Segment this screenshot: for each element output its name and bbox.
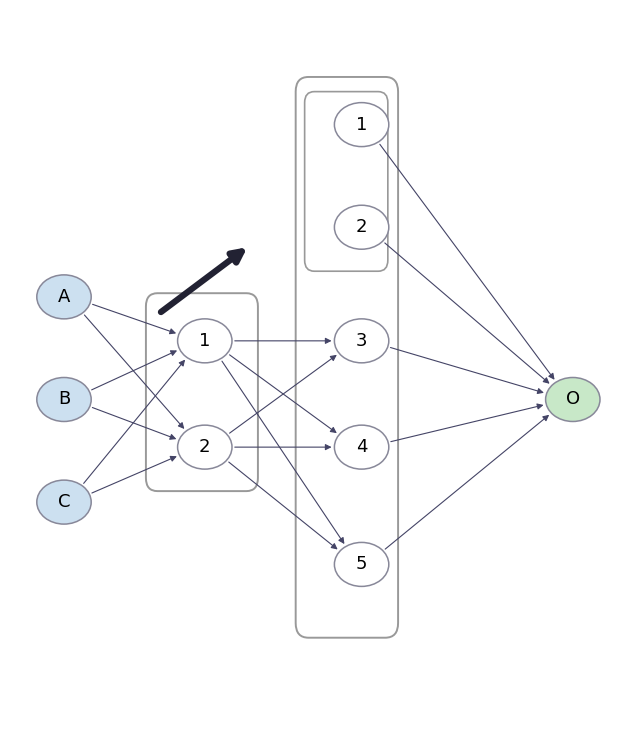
Text: O: O [566, 391, 580, 408]
Text: 5: 5 [356, 556, 367, 573]
Ellipse shape [334, 425, 388, 469]
Ellipse shape [334, 542, 388, 586]
FancyBboxPatch shape [305, 92, 388, 271]
Text: C: C [58, 493, 70, 511]
Text: 4: 4 [356, 438, 367, 456]
Ellipse shape [36, 275, 92, 319]
Ellipse shape [178, 319, 232, 363]
Text: 2: 2 [356, 218, 367, 236]
Text: A: A [58, 288, 70, 306]
Text: 3: 3 [356, 332, 367, 350]
Text: 2: 2 [199, 438, 211, 456]
Text: 1: 1 [199, 332, 211, 350]
Text: B: B [58, 391, 70, 408]
Ellipse shape [36, 480, 92, 524]
FancyBboxPatch shape [296, 77, 398, 638]
Ellipse shape [545, 377, 600, 421]
FancyBboxPatch shape [146, 293, 258, 491]
Ellipse shape [334, 319, 388, 363]
Ellipse shape [334, 205, 388, 249]
Ellipse shape [36, 377, 92, 421]
Ellipse shape [334, 103, 388, 147]
Ellipse shape [178, 425, 232, 469]
Text: 1: 1 [356, 116, 367, 133]
